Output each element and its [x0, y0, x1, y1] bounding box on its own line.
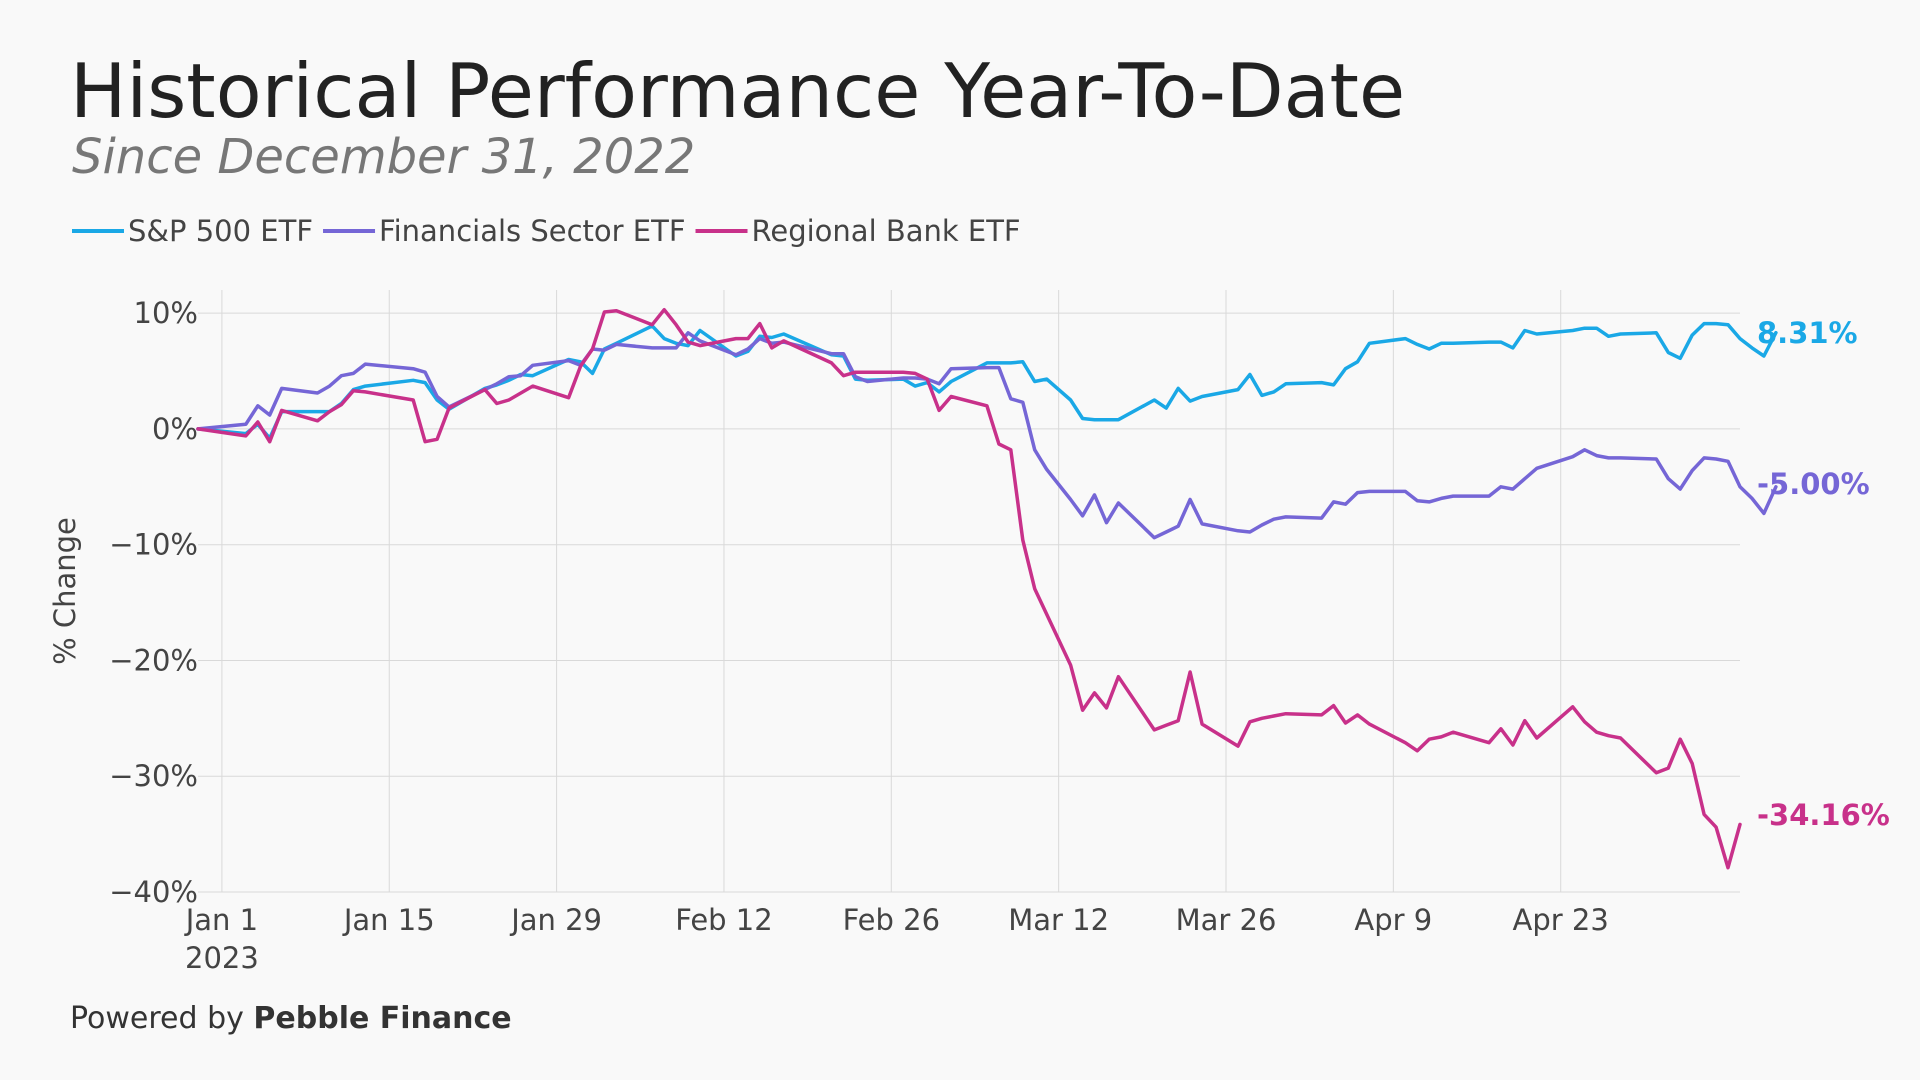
x-tick-label: Jan 29 [509, 903, 602, 937]
chart-subtitle: Since December 31, 2022 [72, 129, 695, 185]
x-tick-label: Mar 26 [1176, 903, 1277, 937]
y-axis-label: % Change [48, 517, 82, 665]
x-tick-label: Feb 26 [843, 903, 940, 937]
end-labels: 8.31% -5.00% -34.16% [1757, 316, 1890, 832]
series-end-label: -5.00% [1757, 467, 1870, 501]
plot-area [196, 307, 1778, 870]
x-tick-label: Mar 12 [1008, 903, 1109, 937]
grid [198, 290, 1740, 893]
legend-label: S&P 500 ETF [128, 214, 313, 248]
series-end-label: 8.31% [1757, 316, 1858, 350]
footer: Powered by Pebble Finance [70, 1001, 512, 1036]
x-tick-label: Apr 23 [1513, 903, 1609, 937]
legend-label: Regional Bank ETF [752, 214, 1021, 248]
x-tick-label: Apr 9 [1354, 903, 1432, 937]
x-tick-sublabel: 2023 [185, 941, 259, 975]
y-tick-label: 10% [134, 296, 198, 330]
footer-prefix: Powered by [70, 1001, 253, 1036]
series-end-label: -34.16% [1757, 798, 1890, 832]
footer-brand: Pebble Finance [253, 1001, 511, 1036]
chart-legend: S&P 500 ETF Financials Sector ETF Regional… [72, 214, 1021, 248]
y-axis: 10% 0% −10% −20% −30% −40% [109, 296, 198, 909]
x-tick-label: Feb 12 [675, 903, 772, 937]
series-line [196, 307, 1742, 870]
y-tick-label: −30% [109, 759, 198, 793]
y-tick-label: 0% [152, 412, 198, 446]
x-tick-label: Jan 15 [342, 903, 435, 937]
y-tick-label: −10% [109, 528, 198, 562]
y-tick-label: −40% [109, 875, 198, 909]
series-line [196, 321, 1778, 440]
series-line [196, 331, 1778, 540]
y-tick-label: −20% [109, 643, 198, 677]
legend-label: Financials Sector ETF [379, 214, 685, 248]
x-tick-label: Jan 1 [184, 903, 258, 937]
x-axis: Jan 1 2023 Jan 15 Jan 29 Feb 12 Feb 26 Mar 12 M… [184, 903, 1609, 975]
chart-title: Historical Performance Year-To-Date [70, 47, 1405, 135]
